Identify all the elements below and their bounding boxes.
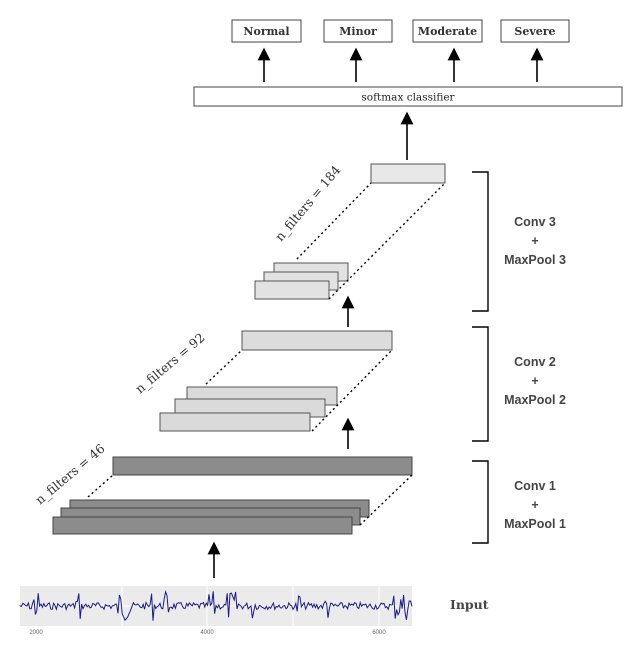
classifier-label: softmax classifier [361, 92, 455, 104]
stage-label-line2: MaxPool 3 [504, 253, 566, 267]
output-class-label: Moderate [418, 25, 477, 38]
output-class-minor: Minor [323, 19, 393, 43]
stage-label-plus: + [531, 374, 538, 388]
output-class-normal: Normal [231, 19, 302, 43]
output-class-label: Severe [514, 25, 555, 38]
axis-tick-label: 4000 [200, 630, 214, 636]
conv2-block: n_filters = 92 [132, 330, 393, 432]
stage-label-line2: MaxPool 1 [504, 517, 566, 531]
stage-label-plus: + [531, 234, 538, 248]
input-signal-panel: 2000 4000 6000 [19, 586, 413, 636]
output-class-label: Minor [339, 25, 377, 38]
stage-label-line1: Conv 3 [514, 215, 556, 229]
filters-label: n_filters = 46 [32, 441, 107, 508]
output-arrows [257, 47, 544, 82]
filters-label: n_filters = 184 [272, 162, 344, 243]
stage-label-plus: + [531, 498, 538, 512]
stage-label-line2: MaxPool 2 [504, 393, 566, 407]
output-class-moderate: Moderate [412, 19, 483, 43]
filters-label: n_filters = 92 [132, 330, 207, 397]
stage-label-line1: Conv 1 [514, 479, 556, 493]
conv3-block: n_filters = 184 [254, 162, 446, 300]
output-class-severe: Severe [500, 19, 570, 43]
stage-bracket-conv1: Conv 1 + MaxPool 1 [472, 460, 566, 544]
conv1-block: n_filters = 46 [32, 441, 413, 535]
output-class-label: Normal [243, 25, 289, 38]
axis-tick-label: 2000 [29, 630, 43, 636]
stage-label-line1: Conv 2 [514, 355, 556, 369]
input-label: Input [450, 597, 489, 612]
input-signal-trace [19, 589, 413, 621]
stage-bracket-conv2: Conv 2 + MaxPool 2 [472, 326, 566, 442]
stage-bracket-conv3: Conv 3 + MaxPool 3 [472, 171, 566, 312]
softmax-classifier-box: softmax classifier [193, 86, 623, 107]
axis-tick-label: 6000 [372, 630, 386, 636]
